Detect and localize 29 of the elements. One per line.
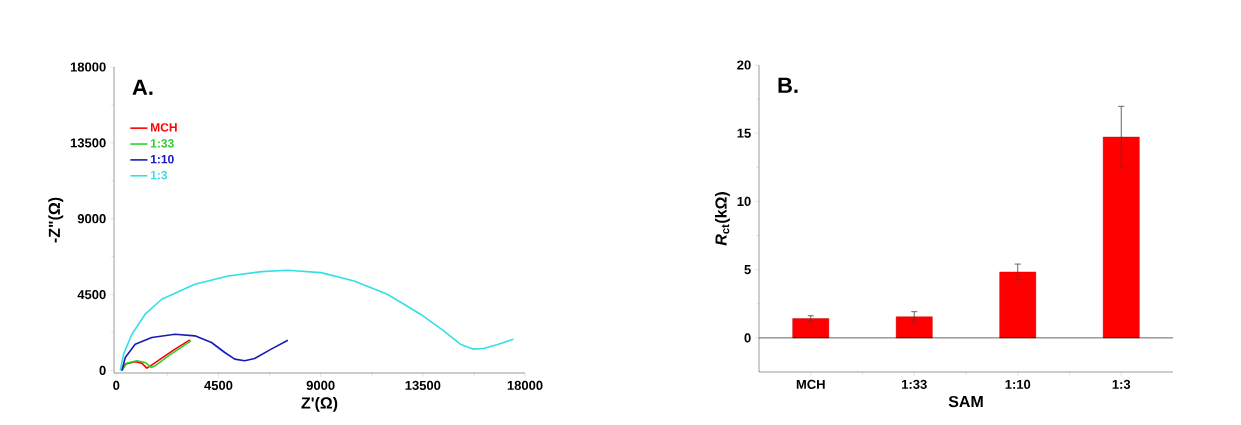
y-tick-label: 18000 (70, 62, 106, 72)
y-tick-label: 0 (99, 365, 106, 376)
annotation: A. (132, 79, 153, 95)
y-axis-title: R$_{ct}$(kΩ) (714, 192, 730, 246)
y-tick-label: 13500 (70, 138, 106, 148)
x-tick-label: 4500 (204, 380, 233, 390)
x-tick-label: MCH (796, 379, 825, 389)
legend-label: 1:10 (150, 154, 174, 164)
legend-label: MCH (151, 123, 177, 132)
x-axis-title: SAM (948, 395, 983, 408)
x-axis-title: Z'(Ω) (301, 396, 338, 412)
x-tick-label: 13500 (405, 380, 441, 391)
x-tick-label: 1:10 (1005, 379, 1031, 389)
y-tick-label: 20 (737, 60, 751, 70)
legend-label: 1:3 (150, 170, 168, 180)
y-tick-label: 0 (744, 333, 751, 343)
y-tick-label: 4500 (77, 289, 106, 300)
y-tick-label: 10 (737, 196, 751, 207)
x-tick-label: 18000 (507, 380, 543, 390)
y-tick-label: 15 (737, 128, 751, 138)
y-tick-label: 5 (744, 265, 751, 275)
x-tick-label: 1:33 (902, 379, 927, 390)
y-tick-label: 9000 (77, 214, 106, 224)
x-tick-label: 1:3 (1112, 379, 1131, 390)
legend-label: 1:33 (150, 139, 174, 148)
annotation: B. (778, 77, 798, 93)
x-tick-label: 0 (113, 380, 120, 390)
x-tick-label: 9000 (306, 380, 335, 390)
y-axis-title: -Z"(Ω) (48, 197, 64, 243)
